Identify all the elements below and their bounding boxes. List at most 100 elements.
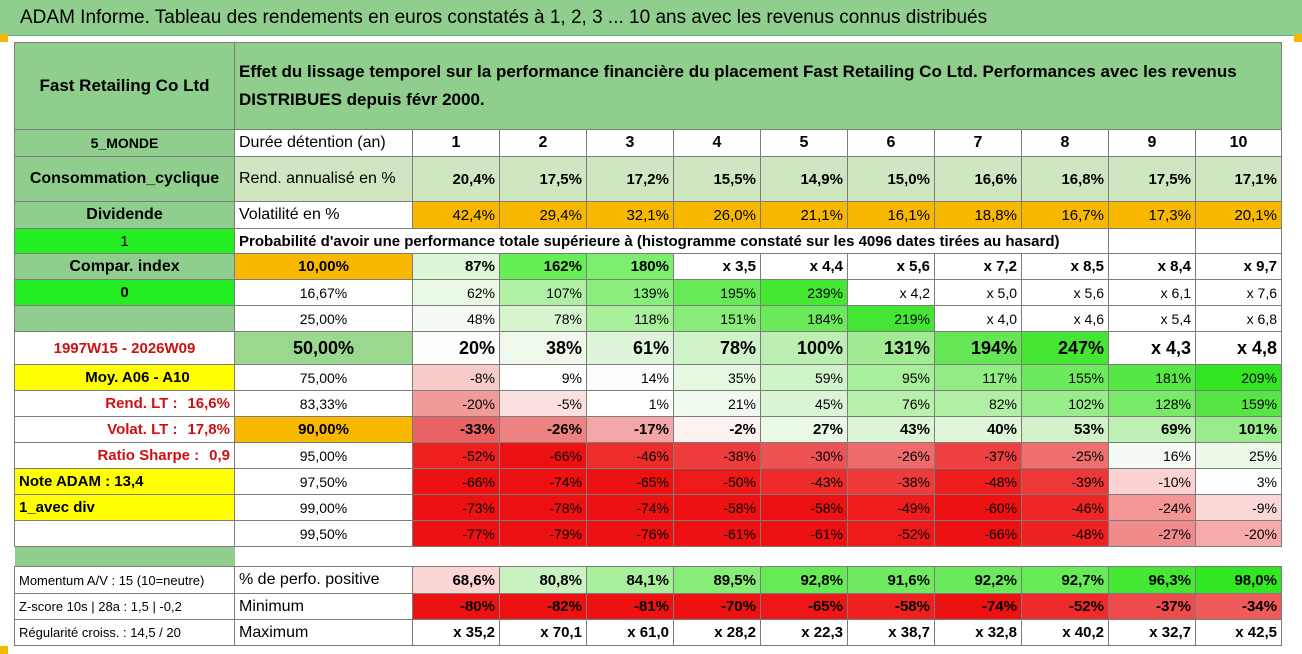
dividend-value: 1 bbox=[14, 228, 235, 254]
minimum-value: -37% bbox=[1108, 593, 1196, 620]
percentile-value: 247% bbox=[1021, 331, 1109, 365]
percentile-value: 14% bbox=[586, 364, 674, 391]
percentile-value: 101% bbox=[1195, 416, 1282, 443]
maximum-value: x 35,2 bbox=[412, 619, 500, 646]
percentile-value: -38% bbox=[847, 468, 935, 495]
percentile-value: -60% bbox=[934, 494, 1022, 521]
percentile-label: 99,00% bbox=[234, 494, 413, 521]
year-7: 7 bbox=[934, 129, 1022, 157]
percentile-label: 16,67% bbox=[234, 279, 413, 306]
volatility-value: 32,1% bbox=[586, 201, 674, 229]
spacer-cell bbox=[14, 546, 235, 567]
minimum-value: -58% bbox=[847, 593, 935, 620]
percentile-value: -79% bbox=[499, 520, 587, 547]
percentile-value: -38% bbox=[673, 442, 761, 469]
percentile-value: -8% bbox=[412, 364, 500, 391]
percentile-value: 27% bbox=[760, 416, 848, 443]
minimum-value: -80% bbox=[412, 593, 500, 620]
percentile-value: 239% bbox=[760, 279, 848, 306]
percentile-value: x 5,4 bbox=[1108, 305, 1196, 332]
volat-lt: Volat. LT : 17,8% bbox=[14, 416, 235, 443]
percentile-value: -46% bbox=[586, 442, 674, 469]
compar-index-label: Compar. index bbox=[14, 253, 235, 280]
maximum-value: x 28,2 bbox=[673, 619, 761, 646]
year-10: 10 bbox=[1195, 129, 1282, 157]
probability-description: Probabilité d'avoir une performance tota… bbox=[234, 228, 1109, 254]
year-3: 3 bbox=[586, 129, 674, 157]
years-row: 5_MONDE Durée détention (an) 1 2 3 4 5 6 7 8 9 10 bbox=[14, 129, 1282, 157]
percentile-value: 3% bbox=[1195, 468, 1282, 495]
percentile-value: 162% bbox=[499, 253, 587, 280]
percentile-value: -27% bbox=[1108, 520, 1196, 547]
percentile-value: 128% bbox=[1108, 390, 1196, 417]
percentile-value: -9% bbox=[1195, 494, 1282, 521]
positive-performance-value: 92,8% bbox=[760, 566, 848, 594]
percentile-value: 102% bbox=[1021, 390, 1109, 417]
maximum-row: Régularité croiss. : 14,5 / 20 Maximum x 3… bbox=[14, 619, 1282, 646]
percentile-value: 43% bbox=[847, 416, 935, 443]
percentile-value: 209% bbox=[1195, 364, 1282, 391]
zscore: Z-score 10s | 28a : 1,5 | -0,2 bbox=[14, 593, 235, 620]
percentile-value: x 7,2 bbox=[934, 253, 1022, 280]
spacer-row bbox=[14, 546, 1282, 567]
percentile-value: -20% bbox=[412, 390, 500, 417]
sharpe-ratio-label: Ratio Sharpe : bbox=[97, 447, 200, 464]
rend-lt-label: Rend. LT : bbox=[105, 395, 178, 412]
percentile-value: x 4,4 bbox=[760, 253, 848, 280]
percentile-value: 53% bbox=[1021, 416, 1109, 443]
header-row: Fast Retailing Co Ltd Effet du lissage t… bbox=[14, 42, 1282, 130]
probability-row: 1 Probabilité d'avoir une performance tot… bbox=[14, 228, 1282, 254]
percentile-value: -20% bbox=[1195, 520, 1282, 547]
annual-return-value: 16,6% bbox=[934, 156, 1022, 202]
percentile-value: -52% bbox=[412, 442, 500, 469]
percentile-value: x 4,8 bbox=[1195, 331, 1282, 365]
maximum-value: x 61,0 bbox=[586, 619, 674, 646]
percentile-value: -2% bbox=[673, 416, 761, 443]
percentile-value: -58% bbox=[760, 494, 848, 521]
percentile-value: -33% bbox=[412, 416, 500, 443]
percentile-value: x 5,0 bbox=[934, 279, 1022, 306]
positive-performance-value: 92,2% bbox=[934, 566, 1022, 594]
minimum-value: -74% bbox=[934, 593, 1022, 620]
percentile-value: -61% bbox=[673, 520, 761, 547]
percentile-value: -66% bbox=[934, 520, 1022, 547]
percentile-value: x 4,2 bbox=[847, 279, 935, 306]
annual-return-row: Consommation_cyclique Rend. annualisé en … bbox=[14, 156, 1282, 202]
percentile-value: x 3,5 bbox=[673, 253, 761, 280]
moy-label: Moy. A06 - A10 bbox=[14, 364, 235, 391]
year-6: 6 bbox=[847, 129, 935, 157]
percentile-value: -52% bbox=[847, 520, 935, 547]
corner-marker-left bbox=[0, 34, 8, 42]
percentile-value: -74% bbox=[499, 468, 587, 495]
percentile-value: 59% bbox=[760, 364, 848, 391]
positive-performance-value: 89,5% bbox=[673, 566, 761, 594]
percentile-value: -10% bbox=[1108, 468, 1196, 495]
annual-return-value: 15,0% bbox=[847, 156, 935, 202]
volat-lt-label: Volat. LT : bbox=[107, 421, 178, 438]
percentile-value: -66% bbox=[499, 442, 587, 469]
minimum-label: Minimum bbox=[234, 593, 413, 620]
percentile-value: -48% bbox=[1021, 520, 1109, 547]
percentile-row: 99,50% -77% -79% -76% -61% -61% -52% -66% -48% -2… bbox=[14, 520, 1282, 547]
percentile-value: -25% bbox=[1021, 442, 1109, 469]
spacer-cell bbox=[235, 547, 1282, 567]
percentile-value: 25% bbox=[1195, 442, 1282, 469]
percentile-value: -43% bbox=[760, 468, 848, 495]
momentum: Momentum A/V : 15 (10=neutre) bbox=[14, 566, 235, 594]
maximum-value: x 42,5 bbox=[1195, 619, 1282, 646]
corner-marker-right bbox=[1294, 34, 1302, 42]
volatility-row: Dividende Volatilité en % 42,4% 29,4% 32,1% 2… bbox=[14, 201, 1282, 229]
percentile-value: 194% bbox=[934, 331, 1022, 365]
percentile-value: x 8,5 bbox=[1021, 253, 1109, 280]
period-range: 1997W15 - 2026W09 bbox=[14, 331, 235, 365]
region-label: 5_MONDE bbox=[14, 129, 235, 157]
annual-return-value: 20,4% bbox=[412, 156, 500, 202]
maximum-value: x 40,2 bbox=[1021, 619, 1109, 646]
percentile-value: -26% bbox=[499, 416, 587, 443]
percentile-value: x 5,6 bbox=[847, 253, 935, 280]
volatility-label: Volatilité en % bbox=[234, 201, 413, 229]
percentile-value: -48% bbox=[934, 468, 1022, 495]
maximum-label: Maximum bbox=[234, 619, 413, 646]
percentile-value: x 9,7 bbox=[1195, 253, 1282, 280]
percentile-value: 159% bbox=[1195, 390, 1282, 417]
